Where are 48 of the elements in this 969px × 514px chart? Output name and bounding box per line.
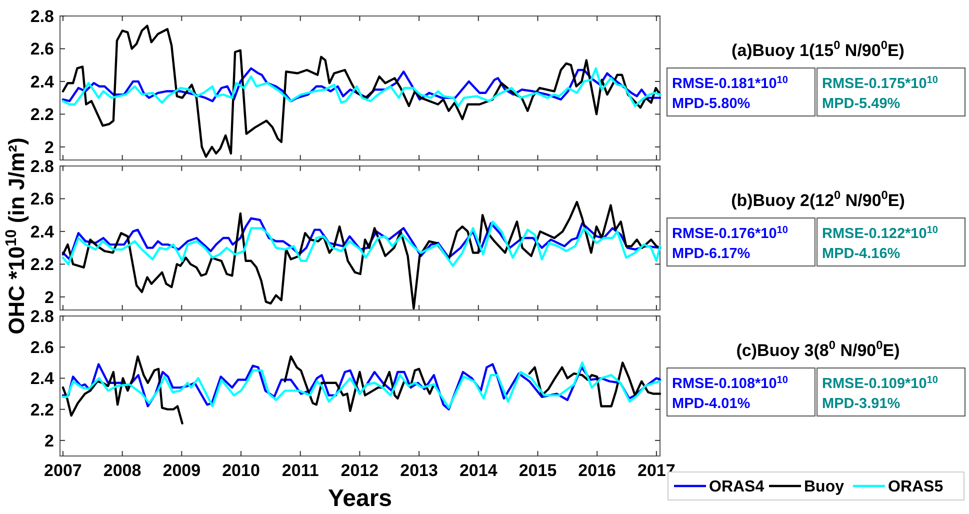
text: (b)Buoy 2(12$^{0}$ N/90$^{0}$E) [731, 188, 905, 210]
text: (a)Buoy 1(15$^{0}$ N/90$^{0}$E) [732, 38, 904, 60]
text: MPD-6.17% [672, 246, 750, 262]
y-tick-label: 2.4 [30, 369, 55, 388]
x-tick-label: 2013 [400, 461, 438, 480]
text: RMSE-0.175*10$^{10}$ [822, 74, 938, 92]
x-tick-label: 2015 [518, 461, 557, 480]
text: RMSE-0.122*10$^{10}$ [822, 224, 938, 242]
x-tick-label: 2016 [578, 461, 616, 480]
text: MPD-3.91% [822, 396, 900, 412]
text: MPD-4.16% [822, 246, 900, 262]
text: MPD-4.01% [672, 396, 750, 412]
line-series [62, 220, 662, 267]
y-tick-label: 2 [44, 288, 54, 307]
x-tick-label: 2012 [340, 461, 379, 480]
text: (c)Buoy 3(8$^{0}$ N/90$^{0}$E) [736, 338, 900, 360]
legend-label: ORAS5 [888, 478, 944, 496]
x-tick-label: 2009 [162, 461, 201, 480]
x-tick-label: 2011 [282, 461, 319, 480]
line-series [62, 217, 662, 260]
x-tick-label: 2010 [222, 461, 260, 480]
y-tick-label: 2.8 [30, 156, 54, 176]
x-tick-label: 2007 [44, 461, 82, 480]
text: RMSE-0.181*10$^{10}$ [672, 74, 788, 92]
y-tick-label: 2.2 [30, 400, 54, 420]
y-tick-label: 2 [44, 431, 54, 450]
y-tick-label: 2.8 [30, 6, 54, 26]
x-axis-title: Years [328, 485, 392, 512]
line-series [62, 24, 662, 158]
text: RMSE-0.176*10$^{10}$ [672, 224, 788, 242]
x-tick-label: 2014 [459, 461, 498, 480]
text: MPD-5.80% [672, 96, 750, 112]
y-tick-label: 2.8 [30, 306, 54, 326]
legend-label: Buoy [804, 478, 844, 496]
y-tick-label: 2.4 [30, 72, 55, 92]
y-tick-label: 2.2 [30, 105, 54, 124]
x-tick-label: 2008 [103, 461, 142, 480]
y-tick-label: 2.6 [30, 190, 54, 209]
y-tick-label: 2.4 [30, 222, 55, 242]
text: MPD-5.49% [822, 96, 900, 112]
y-tick-label: 2.2 [30, 255, 54, 274]
legend-label: ORAS4 [709, 478, 764, 496]
y-tick-label: 2.6 [30, 40, 54, 59]
text: RMSE-0.109*10$^{10}$ [822, 374, 938, 392]
y-tick-label: 2.6 [30, 338, 54, 358]
y-tick-label: 2 [44, 138, 54, 157]
text: RMSE-0.108*10$^{10}$ [672, 374, 788, 392]
line-series [62, 200, 662, 310]
